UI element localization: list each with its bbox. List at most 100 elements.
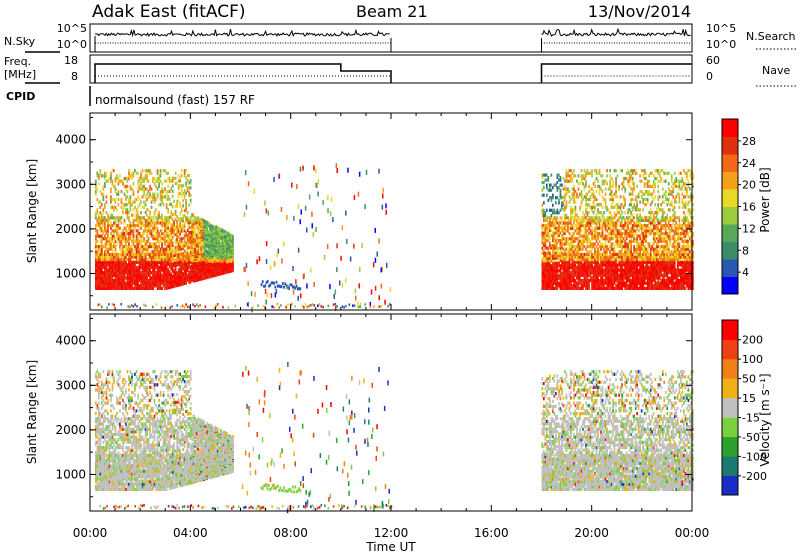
echo-cell — [602, 221, 604, 224]
echo-cell — [591, 253, 593, 256]
echo-cell — [143, 245, 145, 248]
echo-cell — [182, 237, 184, 240]
echo-cell — [554, 221, 556, 224]
echo-cell — [194, 230, 196, 233]
echo-cell — [149, 242, 151, 245]
echo-cell — [626, 221, 628, 224]
echo-cell — [169, 203, 171, 206]
echo-cell — [148, 208, 150, 211]
echo-cell — [596, 245, 598, 248]
nave-tick-bottom: 0 — [706, 70, 713, 83]
echo-cell — [578, 237, 580, 240]
echo-cell — [606, 229, 608, 232]
echo-cell — [160, 169, 162, 172]
echo-cell — [151, 242, 153, 245]
echo-cell — [175, 233, 177, 236]
echo-cell — [612, 261, 614, 264]
echo-cell — [618, 185, 620, 188]
echo-cell — [118, 190, 120, 193]
echo-cell — [632, 206, 634, 209]
echo-cell — [572, 187, 574, 190]
echo-cell — [590, 195, 592, 198]
echo-cell — [563, 248, 565, 251]
echo-cell — [552, 244, 554, 247]
echo-cell — [596, 250, 598, 253]
echo-cell — [139, 203, 141, 206]
echo-cell — [133, 287, 135, 290]
echo-cell — [623, 269, 625, 272]
echo-cell — [157, 245, 159, 248]
echo-cell — [139, 284, 141, 287]
echo-cell — [620, 203, 622, 206]
echo-cell — [624, 211, 626, 214]
echo-cell — [214, 274, 216, 277]
echo-cell — [588, 245, 590, 248]
echo-cell — [172, 218, 174, 221]
echo-cell — [167, 216, 169, 219]
echo-cell — [176, 200, 178, 203]
echo-cell — [626, 216, 628, 219]
echo-cell — [569, 174, 571, 177]
echo-cell — [178, 268, 180, 271]
echo-cell — [594, 216, 596, 219]
echo-cell — [597, 180, 599, 183]
echo-cell — [193, 218, 195, 221]
echo-cell — [199, 251, 201, 254]
echo-cell — [561, 234, 563, 237]
echo-cell — [175, 172, 177, 175]
echo-cell — [563, 195, 565, 198]
echo-cell — [140, 235, 142, 238]
echo-cell — [566, 229, 568, 232]
echo-cell — [131, 214, 133, 217]
echo-cell — [569, 169, 571, 172]
echo-cell — [582, 235, 584, 238]
echo-cell — [170, 239, 172, 242]
echo-cell — [633, 182, 635, 185]
echo-cell — [557, 186, 559, 189]
echo-cell — [615, 203, 617, 206]
echo-cell — [103, 216, 105, 219]
echo-cell — [578, 187, 580, 190]
echo-cell — [569, 180, 571, 183]
echo-cell — [557, 209, 559, 212]
echo-cell — [560, 264, 562, 267]
echo-cell — [122, 229, 124, 232]
echo-cell — [182, 252, 184, 255]
echo-cell — [626, 242, 628, 245]
echo-cell — [585, 221, 587, 224]
echo-cell — [624, 198, 626, 201]
echo-cell — [575, 190, 577, 193]
echo-cell — [617, 263, 619, 266]
nave-label: Nave — [762, 64, 790, 77]
echo-cell — [627, 169, 629, 172]
echo-cell — [131, 187, 133, 190]
echo-cell — [149, 253, 151, 256]
echo-cell — [131, 240, 133, 243]
echo-cell — [596, 214, 598, 217]
echo-cell — [196, 234, 198, 237]
echo-cell — [140, 187, 142, 190]
echo-cell — [197, 252, 199, 255]
echo-cell — [593, 211, 595, 214]
echo-cell — [624, 240, 626, 243]
echo-cell — [588, 250, 590, 253]
echo-cell — [608, 187, 610, 190]
echo-cell — [576, 266, 578, 269]
echo-cell — [173, 200, 175, 203]
echo-cell — [181, 245, 183, 248]
echo-cell — [172, 185, 174, 188]
echo-cell — [594, 227, 596, 230]
echo-cell — [611, 229, 613, 232]
echo-cell — [133, 172, 135, 175]
echo-cell — [594, 180, 596, 183]
echo-cell — [128, 211, 130, 214]
echo-cell — [623, 232, 625, 235]
echo-cell — [140, 211, 142, 214]
echo-cell — [98, 182, 100, 185]
echo-cell — [143, 253, 145, 256]
echo-cell — [572, 172, 574, 175]
echo-cell — [122, 180, 124, 183]
echo-cell — [582, 279, 584, 282]
echo-cell — [561, 252, 563, 255]
echo-cell — [194, 242, 196, 245]
